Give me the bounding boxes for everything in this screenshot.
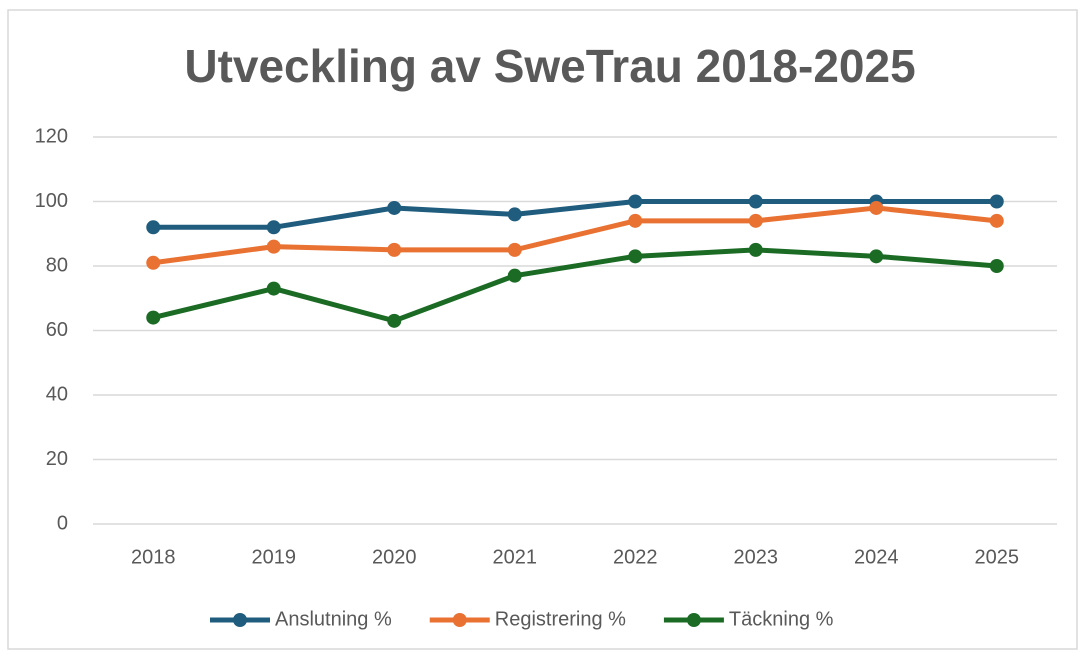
legend-marker (233, 613, 247, 627)
data-point (146, 255, 161, 270)
x-tick-label: 2021 (493, 546, 538, 568)
data-point (507, 207, 522, 222)
data-point (387, 313, 402, 328)
chart-frame (7, 9, 1078, 650)
data-point (628, 213, 643, 228)
data-point (869, 249, 884, 264)
legend-label: Täckning % (729, 608, 834, 630)
legend-label: Anslutning % (275, 608, 392, 630)
y-tick-label: 100 (35, 190, 68, 212)
x-tick-label: 2018 (131, 546, 176, 568)
data-point (266, 281, 281, 296)
y-tick-label: 120 (35, 125, 68, 147)
x-tick-label: 2024 (854, 546, 899, 568)
data-point (748, 242, 763, 257)
y-tick-label: 40 (46, 383, 68, 405)
data-point (989, 213, 1004, 228)
data-point (266, 239, 281, 254)
y-tick-label: 0 (57, 512, 68, 534)
data-point (989, 259, 1004, 273)
data-point (507, 268, 522, 283)
data-point (507, 242, 522, 257)
data-point (387, 242, 402, 257)
series-line (153, 199, 997, 230)
legend-label: Registrering % (495, 608, 626, 630)
x-tick-label: 2019 (252, 546, 297, 568)
data-point (628, 194, 643, 209)
y-tick-label: 80 (46, 254, 68, 276)
data-point (989, 194, 1004, 209)
x-tick-label: 2020 (372, 546, 417, 568)
chart-title: Utveckling av SweTrau 2018-2025 (184, 40, 915, 92)
x-tick-label: 2025 (975, 546, 1020, 568)
x-tick-label: 2023 (734, 546, 779, 568)
legend-marker (686, 613, 701, 627)
data-point (146, 310, 161, 325)
data-point (387, 200, 402, 215)
data-point (266, 220, 281, 235)
data-point (748, 194, 763, 209)
series-line (152, 205, 998, 266)
series-line (152, 247, 997, 324)
x-tick-label: 2022 (613, 546, 658, 568)
y-tick-label: 60 (46, 319, 68, 341)
data-point (748, 213, 763, 228)
data-point (146, 220, 161, 235)
data-point (869, 200, 884, 215)
legend-marker (452, 613, 467, 627)
data-point (628, 249, 643, 264)
y-tick-label: 20 (46, 448, 68, 470)
